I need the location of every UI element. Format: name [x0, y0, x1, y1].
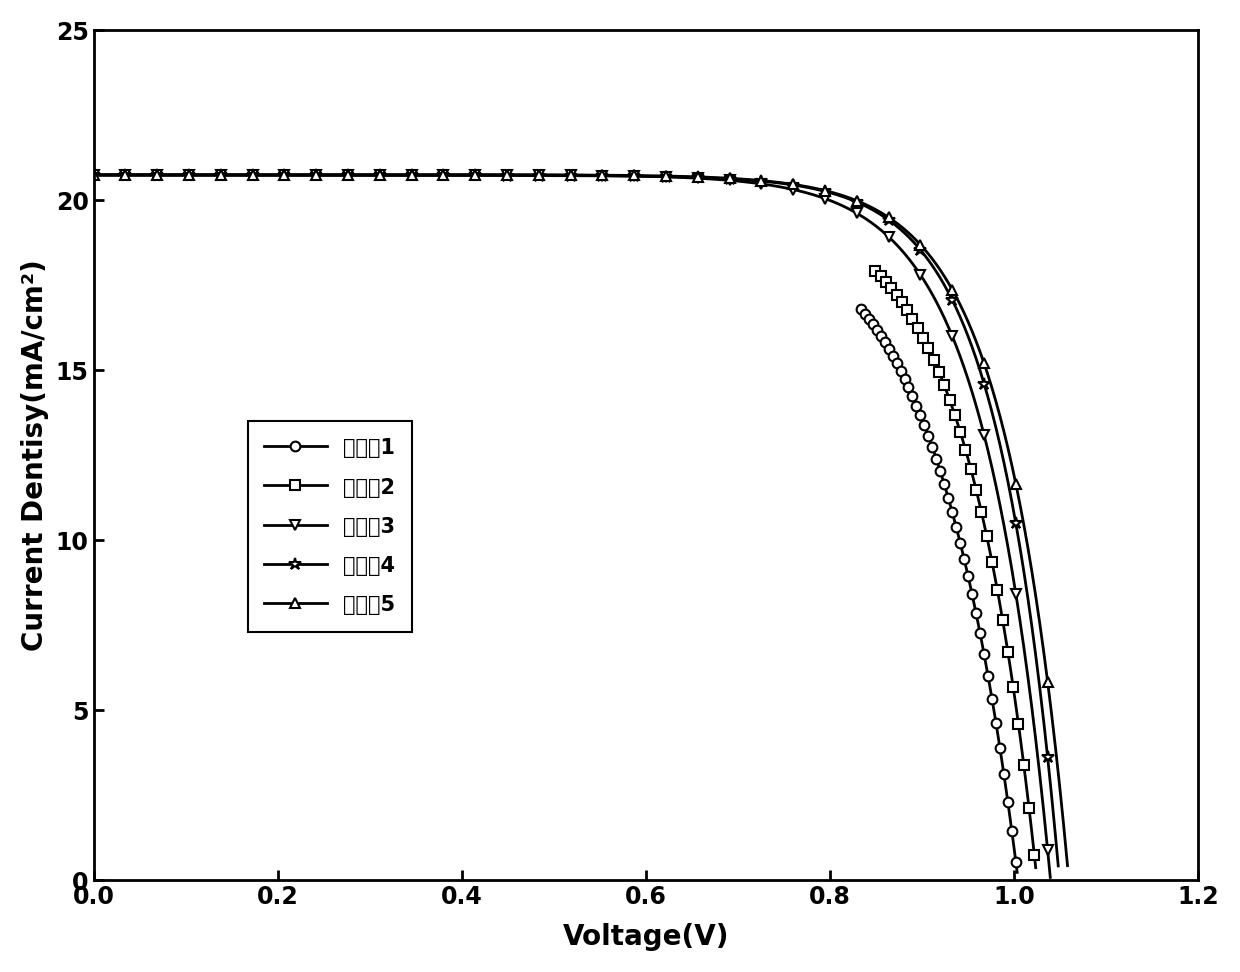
实施外4 [531, 170, 546, 182]
实施外4 [487, 170, 502, 182]
实施外4 [1008, 517, 1023, 529]
实施外2 [970, 489, 985, 501]
Legend: 实施外1, 实施外2, 实施外3, 实施外4, 实施外5: 实施外1, 实施外2, 实施外3, 实施外4, 实施外5 [248, 421, 412, 632]
实施外1 [945, 506, 960, 518]
Line: 实施外5: 实施外5 [88, 170, 1073, 871]
实施外4 [86, 169, 100, 181]
实施外2 [868, 264, 883, 276]
实施外5 [1060, 860, 1075, 872]
实施外2 [920, 340, 935, 352]
实施外2 [955, 434, 970, 446]
Y-axis label: Current Dentisy(mA/cm²): Current Dentisy(mA/cm²) [21, 260, 48, 651]
实施外2 [905, 313, 920, 325]
实施外3 [432, 169, 446, 181]
实施外1 [903, 385, 918, 397]
Line: 实施外1: 实施外1 [856, 304, 1022, 877]
实施外5 [182, 169, 197, 181]
实施外4 [870, 207, 885, 219]
实施外3 [365, 169, 379, 181]
实施外4 [1050, 860, 1065, 872]
实施外5 [430, 169, 445, 181]
Line: 实施外4: 实施外4 [87, 169, 1064, 872]
实施外3 [86, 169, 100, 181]
实施外1 [853, 303, 868, 315]
实施外5 [760, 175, 775, 187]
实施外5 [181, 169, 196, 181]
实施外1 [967, 601, 982, 612]
实施外5 [219, 169, 234, 181]
实施外3 [450, 169, 465, 181]
实施外3 [325, 169, 340, 181]
实施外1 [980, 663, 994, 675]
实施外2 [1023, 814, 1038, 825]
实施外5 [86, 169, 100, 181]
实施外4 [1039, 739, 1054, 750]
实施外2 [1028, 862, 1043, 874]
实施外2 [1017, 759, 1032, 771]
Line: 实施外3: 实施外3 [88, 170, 1055, 883]
实施外5 [139, 169, 154, 181]
实施外1 [987, 709, 1002, 720]
实施外3 [350, 169, 365, 181]
实施外1 [1009, 866, 1024, 878]
X-axis label: Voltage(V): Voltage(V) [563, 923, 729, 952]
实施外3 [1043, 872, 1058, 884]
Line: 实施外2: 实施外2 [870, 265, 1040, 873]
实施外3 [823, 194, 838, 206]
实施外4 [218, 169, 233, 181]
实施外1 [885, 350, 900, 362]
